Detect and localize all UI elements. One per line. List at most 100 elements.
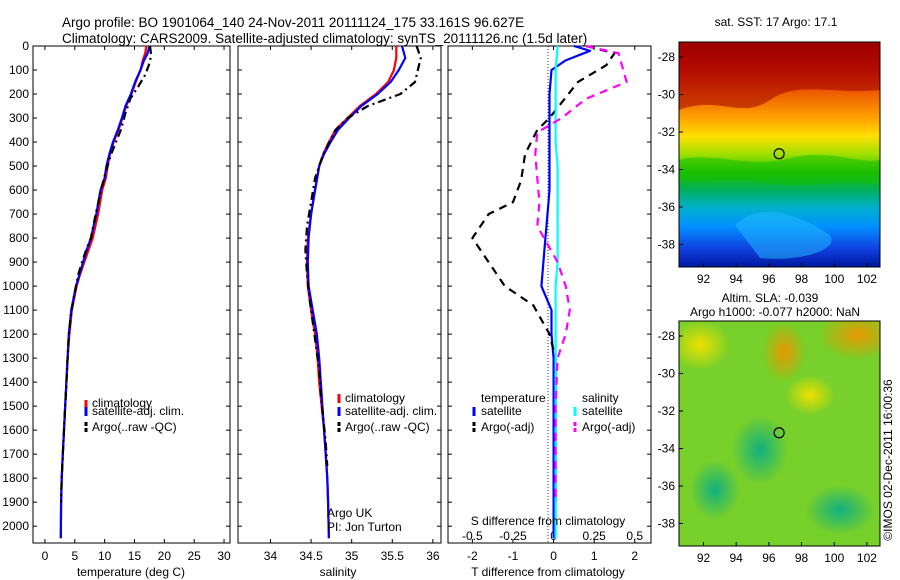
y-tick-label: 800 bbox=[9, 231, 29, 245]
sla-map-frame bbox=[678, 320, 881, 547]
header-line-2: Climatology: CARS2009. Satellite-adjuste… bbox=[62, 31, 587, 46]
map-y-tick-label: -36 bbox=[658, 200, 676, 214]
x-tick-label: 30 bbox=[217, 549, 231, 563]
legend-label-temp-satellite: satellite bbox=[481, 404, 522, 418]
sla-mid-anomaly-west bbox=[679, 321, 730, 370]
sla-map-panel: Altim. SLA: -0.039 Argo h1000: -0.077 h2… bbox=[658, 291, 881, 565]
legend-title-salinity: salinity bbox=[582, 391, 619, 405]
map-y-tick-label: -34 bbox=[658, 163, 676, 177]
series-line-argo-raw-qc- bbox=[60, 45, 153, 503]
legend-label-climatology: climatology bbox=[345, 391, 405, 405]
salinity-legend: climatology satellite-adj. clim. Argo(..… bbox=[337, 391, 437, 434]
y-tick-label: 100 bbox=[9, 63, 29, 77]
y-tick-label: 1400 bbox=[2, 375, 29, 389]
y-tick-label: 400 bbox=[9, 135, 29, 149]
legend-label-climatology: climatology bbox=[92, 396, 152, 410]
sst-map-frame bbox=[678, 41, 881, 268]
sst-map-axes: 92 94 96 98 100 102 -28 -30 -32 -34 -36 -38 bbox=[658, 50, 878, 286]
temperature-panel: 0100200300400500600700800900100011001200… bbox=[2, 39, 231, 579]
legend-label-temp-argo: Argo(-adj) bbox=[481, 420, 534, 434]
sla-high-anomaly-east bbox=[818, 321, 880, 360]
sst-map-panel: sat. SST: 17 Argo: 17.1 92 94 96 98 100 102 -2… bbox=[658, 15, 881, 286]
difference-legend: temperature satellite Argo(-adj) salinit… bbox=[472, 391, 635, 434]
map-y-tick-label: -38 bbox=[658, 517, 676, 531]
x-tick-label: 1 bbox=[591, 549, 598, 563]
map-y-tick-label: -30 bbox=[658, 367, 676, 381]
depth-axis: 0 100 200 300 400 500 600 700 800 900 1000 1100 1200… bbox=[2, 39, 230, 533]
map-y-tick-label: -28 bbox=[658, 329, 676, 343]
x-tick-label: 35 bbox=[345, 549, 359, 563]
sla-mid-anomaly bbox=[785, 375, 835, 415]
y-tick-label: 600 bbox=[9, 183, 29, 197]
y-tick-label: 1000 bbox=[2, 279, 29, 293]
y-tick-label: 700 bbox=[9, 207, 29, 221]
map-y-tick-label: -38 bbox=[658, 238, 676, 252]
sst-map-title: sat. SST: 17 Argo: 17.1 bbox=[715, 15, 838, 29]
sst-green-band bbox=[679, 154, 880, 185]
x-tick-label: 34 bbox=[264, 549, 278, 563]
legend-label-argo: Argo(..raw -QC) bbox=[345, 420, 430, 434]
sla-map-title-line-2: Argo h1000: -0.077 h2000: NaN bbox=[690, 305, 860, 319]
y-tick-label: 2000 bbox=[2, 519, 29, 533]
map-x-tick-label: 94 bbox=[730, 551, 744, 565]
x-tick-label: 36 bbox=[426, 549, 440, 563]
x-tick-label: 0 bbox=[42, 549, 49, 563]
y-tick-label: 1600 bbox=[2, 423, 29, 437]
legend-title-temperature: temperature bbox=[481, 391, 546, 405]
map-x-tick-label: 100 bbox=[824, 272, 844, 286]
sla-map-title-line-1: Altim. SLA: -0.039 bbox=[722, 291, 819, 305]
x-tick-label: 35.5 bbox=[381, 549, 405, 563]
map-x-tick-label: 100 bbox=[824, 551, 844, 565]
map-x-tick-label: 92 bbox=[697, 272, 711, 286]
legend-label-argo: Argo(..raw -QC) bbox=[92, 420, 177, 434]
y-tick-label: 1100 bbox=[3, 303, 29, 317]
map-x-tick-label: 96 bbox=[762, 272, 776, 286]
map-y-tick-label: -36 bbox=[658, 479, 676, 493]
salinity-x-axis: 34 34.5 35 35.5 36 bbox=[264, 46, 440, 563]
salinity-depth-ticks bbox=[238, 45, 441, 527]
temperature-legend: climatology satellite-adj. clim. Argo(..… bbox=[84, 396, 184, 434]
series-line-satellite-adj-clim- bbox=[306, 45, 407, 539]
x-tick-label: -2 bbox=[467, 549, 478, 563]
salinity-axes-frame bbox=[237, 45, 442, 544]
map-x-tick-label: 98 bbox=[795, 551, 809, 565]
x-tick-label: -1 bbox=[508, 549, 519, 563]
map-x-tick-label: 94 bbox=[730, 272, 744, 286]
x-tick-label: 10 bbox=[98, 549, 112, 563]
y-tick-label: 200 bbox=[9, 87, 29, 101]
temperature-x-label: temperature (deg C) bbox=[77, 565, 185, 579]
map-x-tick-label: 102 bbox=[857, 272, 877, 286]
y-tick-label: 1500 bbox=[2, 399, 29, 413]
y-tick-label: 300 bbox=[9, 111, 29, 125]
map-x-tick-label: 92 bbox=[697, 551, 711, 565]
legend-label-satellite: satellite-adj. clim. bbox=[92, 404, 184, 418]
map-y-tick-label: -32 bbox=[658, 404, 676, 418]
legend-label-sal-satellite: satellite bbox=[582, 404, 623, 418]
sla-low-anomaly-west bbox=[690, 460, 740, 520]
x-tick-label: 2 bbox=[631, 549, 638, 563]
sst-warm-front bbox=[679, 42, 880, 110]
temperature-axes-frame bbox=[32, 45, 231, 544]
x-tick-label: 34.5 bbox=[299, 549, 323, 563]
y-tick-label: 1900 bbox=[2, 495, 29, 509]
y-tick-label: 1300 bbox=[2, 351, 29, 365]
legend-label-sal-argo: Argo(-adj) bbox=[582, 420, 635, 434]
argo-float-marker bbox=[773, 148, 785, 160]
s-tick-label: -0.25 bbox=[499, 529, 527, 543]
map-y-tick-label: -34 bbox=[658, 442, 676, 456]
sst-cool-patch bbox=[735, 211, 832, 259]
salinity-x-label: salinity bbox=[320, 565, 357, 579]
sla-low-anomaly bbox=[732, 415, 788, 485]
x-tick-label: 15 bbox=[128, 549, 142, 563]
y-tick-label: 1800 bbox=[2, 471, 29, 485]
difference-series bbox=[471, 44, 628, 539]
difference-x-axis: -2 -1 0 1 2-0.5 -0.25 0 0.25 0.5 bbox=[462, 46, 643, 563]
difference-depth-ticks bbox=[448, 45, 651, 527]
sla-map-axes: 92 94 96 98 100 102 -28 -30 -32 -34 -36 -38 bbox=[658, 329, 878, 565]
series-line-argo-adj- bbox=[534, 44, 628, 503]
temperature-series bbox=[59, 45, 153, 539]
y-tick-label: 1200 bbox=[2, 327, 29, 341]
x-tick-label: 0 bbox=[550, 549, 557, 563]
y-tick-label: 500 bbox=[9, 159, 29, 173]
